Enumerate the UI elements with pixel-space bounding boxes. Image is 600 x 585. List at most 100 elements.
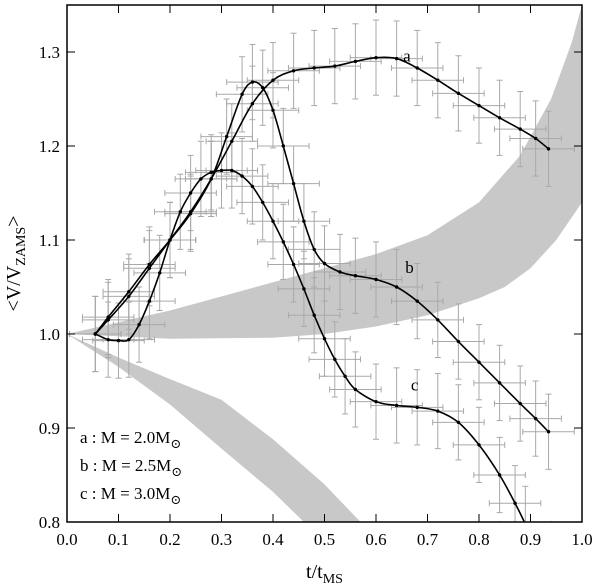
data-point-c bbox=[219, 168, 224, 173]
curve-label-a: a bbox=[403, 46, 411, 65]
data-point-c bbox=[513, 501, 517, 505]
tick-labels: 0.0 0.1 0.2 0.3 0.4 0.5 0.6 0.7 0.8 0.9 1.0 0.8 0.9 1… bbox=[39, 43, 593, 549]
data-point-c bbox=[158, 271, 162, 275]
data-point-a bbox=[533, 136, 538, 141]
legend-text: c : M = 3.0M bbox=[80, 484, 170, 503]
y-axis-label-end: > bbox=[3, 216, 25, 227]
y-tick-label: 1.0 bbox=[39, 325, 60, 344]
data-point-c bbox=[302, 287, 306, 291]
data-point-c bbox=[333, 357, 337, 362]
lower-band bbox=[67, 334, 361, 522]
data-point-c bbox=[261, 200, 265, 205]
data-point-a bbox=[456, 91, 461, 96]
curve-label-b: b bbox=[405, 258, 414, 277]
data-point-c bbox=[147, 299, 152, 303]
data-point-c bbox=[436, 409, 440, 413]
data-point-b bbox=[353, 274, 358, 278]
data-point-a bbox=[271, 78, 275, 82]
data-point-c bbox=[199, 177, 203, 181]
solar-symbol: ⊙ bbox=[170, 492, 181, 507]
y-tick-label: 0.8 bbox=[39, 513, 60, 532]
data-point-b bbox=[261, 86, 265, 90]
solar-symbol: ⊙ bbox=[170, 436, 181, 451]
y-axis-label: <V/VZAMS> bbox=[3, 216, 29, 312]
x-tick-label: 0.5 bbox=[314, 530, 335, 549]
y-tick-label: 0.9 bbox=[39, 419, 60, 438]
data-point-b bbox=[240, 92, 244, 97]
data-point-b bbox=[209, 177, 213, 181]
data-point-a bbox=[497, 116, 502, 120]
data-point-b bbox=[322, 261, 327, 266]
y-tick-label: 1.1 bbox=[39, 231, 60, 250]
x-axis-label: t/tMS bbox=[306, 561, 343, 585]
data-point-b bbox=[497, 381, 502, 385]
data-point-b bbox=[394, 285, 399, 289]
legend-item-b: b : M = 2.5M⊙ bbox=[80, 456, 182, 479]
x-tick-label: 0.6 bbox=[365, 530, 386, 549]
data-point-b bbox=[106, 315, 110, 319]
data-point-c bbox=[127, 337, 131, 342]
x-axis-label-sub: MS bbox=[323, 572, 343, 585]
x-tick-label: 0.0 bbox=[56, 530, 77, 549]
curve-label-c: c bbox=[411, 375, 419, 394]
data-point-c bbox=[188, 191, 193, 195]
data-point-a bbox=[415, 66, 419, 70]
data-point-b bbox=[338, 270, 342, 274]
data-point-c bbox=[322, 337, 327, 341]
data-point-a bbox=[333, 64, 337, 68]
data-point-b bbox=[250, 80, 255, 84]
data-point-a bbox=[230, 139, 234, 143]
data-point-c bbox=[250, 184, 255, 189]
data-point-a bbox=[374, 55, 378, 60]
axis-ticks bbox=[66, 5, 583, 523]
data-point-a bbox=[291, 69, 296, 73]
legend-text: a : M = 2.0M bbox=[80, 428, 170, 447]
data-point-b bbox=[127, 290, 131, 294]
x-tick-label: 0.7 bbox=[417, 530, 439, 549]
data-point-a bbox=[147, 266, 152, 270]
data-point-c bbox=[178, 210, 182, 214]
data-point-c bbox=[353, 387, 358, 392]
data-point-a bbox=[312, 66, 316, 70]
y-tick-label: 1.2 bbox=[39, 137, 60, 156]
data-point-c bbox=[477, 443, 481, 447]
error-bar-c bbox=[499, 485, 552, 522]
data-point-a bbox=[518, 127, 522, 131]
data-point-c bbox=[291, 262, 296, 267]
data-point-c bbox=[106, 337, 110, 342]
data-point-b bbox=[291, 181, 296, 186]
data-point-c bbox=[271, 219, 275, 223]
data-point-c bbox=[343, 374, 347, 378]
data-point-b bbox=[533, 416, 538, 421]
data-point-a bbox=[546, 147, 551, 151]
data-point-c bbox=[168, 238, 172, 242]
data-point-b bbox=[456, 339, 461, 344]
data-point-a bbox=[127, 294, 131, 299]
x-tick-label: 0.3 bbox=[211, 530, 232, 549]
data-point-a bbox=[436, 78, 440, 82]
data-point-c bbox=[93, 332, 98, 336]
x-tick-label: 0.8 bbox=[468, 530, 489, 549]
legend: a : M = 2.0M⊙b : M = 2.5M⊙c : M = 3.0M⊙ bbox=[80, 428, 182, 507]
model-curves bbox=[93, 55, 551, 522]
data-point-c bbox=[497, 473, 502, 477]
legend-item-a: a : M = 2.0M⊙ bbox=[80, 428, 181, 451]
x-tick-label: 0.1 bbox=[108, 530, 129, 549]
data-point-b bbox=[312, 247, 316, 252]
data-point-b bbox=[147, 262, 152, 267]
y-axis-label-sub: ZAMS bbox=[14, 227, 29, 266]
data-point-c bbox=[240, 174, 244, 178]
data-point-a bbox=[353, 59, 358, 64]
legend-item-c: c : M = 3.0M⊙ bbox=[80, 484, 181, 507]
data-point-b bbox=[224, 134, 229, 139]
data-point-b bbox=[436, 318, 440, 322]
y-axis-label-main: <V/V bbox=[3, 265, 25, 311]
upper-band bbox=[67, 5, 582, 339]
data-point-b bbox=[271, 108, 275, 112]
data-point-c bbox=[415, 405, 419, 410]
data-point-a bbox=[394, 56, 399, 61]
solar-symbol: ⊙ bbox=[171, 464, 182, 479]
x-tick-label: 1.0 bbox=[571, 530, 592, 549]
data-point-b bbox=[374, 277, 378, 282]
data-point-c bbox=[374, 399, 378, 404]
